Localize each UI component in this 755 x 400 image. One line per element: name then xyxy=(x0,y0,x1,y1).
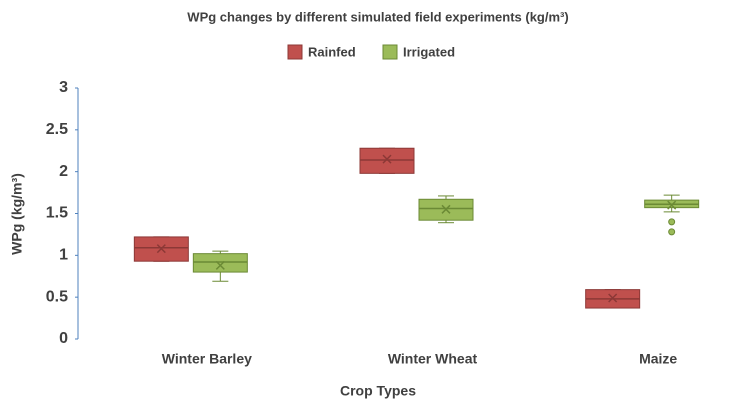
legend-label: Rainfed xyxy=(308,44,356,59)
x-tick-label: Winter Wheat xyxy=(388,351,478,367)
y-tick-label: 3 xyxy=(59,79,68,96)
mean-marker xyxy=(441,204,451,214)
box xyxy=(192,253,248,273)
y-tick-label: 0 xyxy=(59,330,68,347)
y-tick-label: 1 xyxy=(59,247,68,264)
outlier xyxy=(668,228,676,236)
mean-marker xyxy=(608,293,618,303)
x-axis-label: Crop Types xyxy=(340,383,416,399)
mean-marker xyxy=(215,260,225,270)
x-tick-label: Winter Barley xyxy=(162,351,252,367)
box xyxy=(359,147,415,174)
y-tick-label: 1.5 xyxy=(46,205,68,222)
legend-swatch xyxy=(287,44,303,60)
mean-marker xyxy=(667,200,677,210)
y-tick-label: 0.5 xyxy=(46,288,68,305)
x-tick-label: Maize xyxy=(639,351,677,367)
mean-marker xyxy=(382,154,392,164)
mean-marker xyxy=(156,244,166,254)
outlier xyxy=(668,218,676,226)
legend-swatch xyxy=(382,44,398,60)
y-axis-label: WPg (kg/m³) xyxy=(9,173,25,255)
y-tick-label: 2.5 xyxy=(46,121,68,138)
chart-title: WPg changes by different simulated field… xyxy=(187,9,568,24)
y-tick-label: 2 xyxy=(59,163,68,180)
legend-label: Irrigated xyxy=(403,44,455,59)
